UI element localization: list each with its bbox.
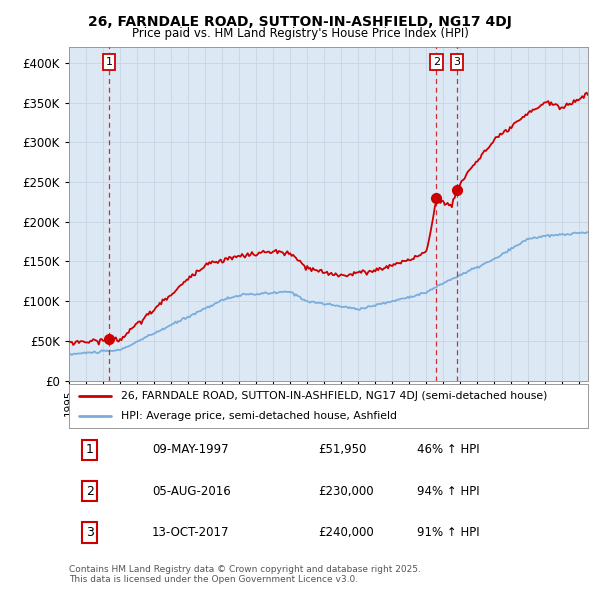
Text: 2: 2 xyxy=(433,57,440,67)
Text: 26, FARNDALE ROAD, SUTTON-IN-ASHFIELD, NG17 4DJ: 26, FARNDALE ROAD, SUTTON-IN-ASHFIELD, N… xyxy=(88,15,512,29)
Text: £51,950: £51,950 xyxy=(318,443,367,457)
Text: 13-OCT-2017: 13-OCT-2017 xyxy=(152,526,230,539)
Text: Price paid vs. HM Land Registry's House Price Index (HPI): Price paid vs. HM Land Registry's House … xyxy=(131,27,469,40)
Text: 3: 3 xyxy=(86,526,94,539)
Text: 05-AUG-2016: 05-AUG-2016 xyxy=(152,484,231,498)
Text: 46% ↑ HPI: 46% ↑ HPI xyxy=(417,443,479,457)
Text: 2: 2 xyxy=(86,484,94,498)
Text: HPI: Average price, semi-detached house, Ashfield: HPI: Average price, semi-detached house,… xyxy=(121,411,397,421)
Text: £240,000: £240,000 xyxy=(318,526,374,539)
Text: Contains HM Land Registry data © Crown copyright and database right 2025.
This d: Contains HM Land Registry data © Crown c… xyxy=(69,565,421,584)
Text: 91% ↑ HPI: 91% ↑ HPI xyxy=(417,526,479,539)
Text: £230,000: £230,000 xyxy=(318,484,374,498)
Text: 09-MAY-1997: 09-MAY-1997 xyxy=(152,443,229,457)
Text: 26, FARNDALE ROAD, SUTTON-IN-ASHFIELD, NG17 4DJ (semi-detached house): 26, FARNDALE ROAD, SUTTON-IN-ASHFIELD, N… xyxy=(121,391,547,401)
Text: 1: 1 xyxy=(106,57,113,67)
Text: 3: 3 xyxy=(454,57,460,67)
Text: 94% ↑ HPI: 94% ↑ HPI xyxy=(417,484,479,498)
Text: 1: 1 xyxy=(86,443,94,457)
